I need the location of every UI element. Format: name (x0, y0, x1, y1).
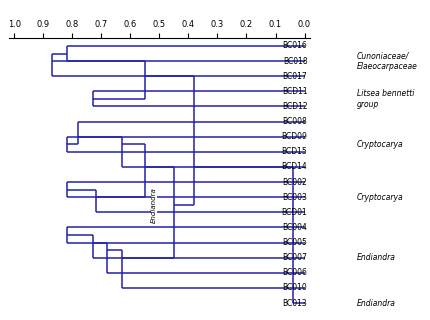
Text: BC018: BC018 (282, 57, 307, 66)
Text: BC016: BC016 (282, 42, 307, 51)
Text: BC005: BC005 (282, 238, 307, 247)
Text: Cunoniaceae/
Elaeocarpaceae: Cunoniaceae/ Elaeocarpaceae (356, 52, 417, 71)
Text: BCD01: BCD01 (281, 208, 307, 217)
Text: BC013: BC013 (282, 299, 307, 308)
Text: Litsea bennetti
group: Litsea bennetti group (356, 89, 413, 108)
Text: BCD12: BCD12 (281, 102, 307, 111)
Text: BC017: BC017 (282, 72, 307, 81)
Text: BCD15: BCD15 (281, 147, 307, 156)
Text: BCD09: BCD09 (281, 132, 307, 141)
Text: BC003: BC003 (282, 193, 307, 202)
Text: BCD11: BCD11 (281, 87, 307, 96)
Text: Endiandra: Endiandra (356, 299, 395, 308)
Text: BC004: BC004 (282, 223, 307, 232)
Text: BC006: BC006 (282, 268, 307, 277)
Text: BC002: BC002 (282, 178, 307, 187)
Text: Cryptocarya: Cryptocarya (356, 140, 402, 149)
Text: BC008: BC008 (282, 117, 307, 126)
Text: Endiandra: Endiandra (356, 253, 395, 262)
Text: BCD14: BCD14 (281, 163, 307, 172)
Text: Cryptocarya: Cryptocarya (356, 193, 402, 202)
Text: BC007: BC007 (282, 253, 307, 262)
Text: Endiandra: Endiandra (150, 187, 156, 223)
Text: BC010: BC010 (282, 284, 307, 292)
